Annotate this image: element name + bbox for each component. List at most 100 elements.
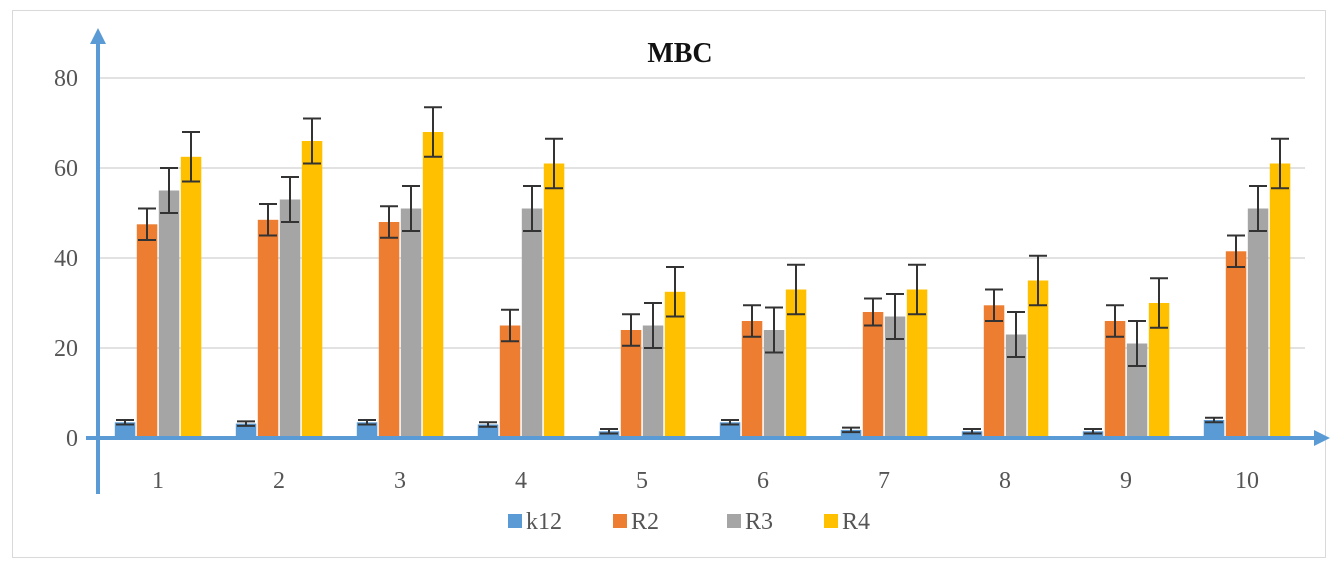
bar-r4-4 bbox=[543, 163, 565, 438]
error-bar-r3-2 bbox=[281, 176, 299, 223]
bar-r3-8 bbox=[1005, 334, 1027, 438]
bar-k12-9 bbox=[1082, 431, 1104, 439]
chart-title: MBC bbox=[647, 38, 712, 69]
legend-item-k12: k12 bbox=[508, 509, 562, 535]
error-bar-k12-2 bbox=[237, 420, 255, 427]
bar-r2-4 bbox=[499, 325, 521, 438]
bar-r2-2 bbox=[257, 219, 279, 439]
error-bar-r2-3 bbox=[380, 205, 398, 239]
chart-frame bbox=[12, 10, 1326, 558]
error-bar-r2-7 bbox=[864, 297, 882, 327]
y-tick-label: 0 bbox=[66, 426, 78, 452]
bar-r4-5 bbox=[664, 291, 686, 439]
bar-r4-3 bbox=[422, 132, 444, 438]
bar-r2-1 bbox=[136, 224, 158, 439]
error-bar-k12-6 bbox=[721, 419, 739, 426]
error-bar-k12-9 bbox=[1084, 428, 1102, 435]
y-tick-label: 80 bbox=[54, 66, 78, 92]
bar-r4-2 bbox=[301, 141, 323, 438]
error-bar-k12-1 bbox=[116, 419, 134, 426]
error-bar-r4-3 bbox=[424, 106, 442, 158]
x-tick-label: 5 bbox=[636, 468, 648, 494]
bar-r3-9 bbox=[1126, 343, 1148, 438]
bar-r3-7 bbox=[884, 316, 906, 438]
error-bar-r4-6 bbox=[787, 263, 805, 316]
legend-swatch bbox=[613, 514, 627, 528]
bar-k12-7 bbox=[840, 429, 862, 438]
legend-swatch bbox=[824, 514, 838, 528]
error-bar-r3-5 bbox=[644, 302, 662, 349]
bar-k12-4 bbox=[477, 424, 499, 438]
bar-r2-9 bbox=[1104, 321, 1126, 438]
bar-k12-2 bbox=[235, 423, 257, 438]
y-tick-label: 20 bbox=[54, 336, 78, 362]
error-bar-r3-8 bbox=[1007, 311, 1025, 358]
legend-item-r2: R2 bbox=[613, 509, 659, 535]
bar-series-group bbox=[114, 132, 1291, 439]
error-bar-r3-9 bbox=[1128, 320, 1146, 367]
error-bar-k12-8 bbox=[963, 428, 981, 435]
y-tick-labels: 0 20 40 60 80 bbox=[54, 66, 78, 452]
x-tick-labels: 1 2 3 4 5 6 7 8 9 10 bbox=[152, 468, 1259, 494]
bar-r3-1 bbox=[158, 190, 180, 438]
error-bar-r4-1 bbox=[182, 131, 200, 183]
bar-r3-4 bbox=[521, 208, 543, 438]
bar-r2-3 bbox=[378, 222, 400, 438]
error-bar-r4-8 bbox=[1029, 254, 1047, 307]
bar-r4-1 bbox=[180, 156, 202, 439]
error-bar-r2-5 bbox=[622, 313, 640, 347]
bar-k12-1 bbox=[114, 422, 136, 439]
legend-item-r3: R3 bbox=[727, 509, 773, 535]
bar-r4-10 bbox=[1269, 163, 1291, 438]
x-tick-label: 10 bbox=[1235, 468, 1259, 494]
error-bar-r2-9 bbox=[1106, 304, 1124, 338]
bar-k12-5 bbox=[598, 431, 620, 439]
legend-label: k12 bbox=[526, 509, 562, 535]
bar-r4-7 bbox=[906, 289, 928, 438]
legend-label: R2 bbox=[631, 509, 659, 535]
bar-r2-10 bbox=[1225, 251, 1247, 439]
error-bar-k12-7 bbox=[842, 426, 860, 434]
x-tick-label: 6 bbox=[757, 468, 769, 494]
bar-r2-7 bbox=[862, 312, 884, 438]
error-bar-r2-10 bbox=[1227, 234, 1245, 268]
x-tick-label: 4 bbox=[515, 468, 527, 494]
y-tick-label: 40 bbox=[54, 246, 78, 272]
x-tick-label: 1 bbox=[152, 468, 164, 494]
bar-r3-10 bbox=[1247, 208, 1269, 438]
bar-k12-8 bbox=[961, 431, 983, 439]
bar-r3-5 bbox=[642, 325, 664, 438]
x-tick-label: 3 bbox=[394, 468, 406, 494]
error-bar-r3-6 bbox=[765, 306, 783, 354]
bar-r4-9 bbox=[1148, 303, 1170, 438]
axes bbox=[86, 28, 1330, 494]
error-bar-k12-3 bbox=[358, 419, 376, 426]
legend-swatch bbox=[508, 514, 522, 528]
bar-k12-3 bbox=[356, 422, 378, 439]
error-bar-r3-1 bbox=[160, 167, 178, 214]
error-bar-r3-3 bbox=[402, 185, 420, 232]
error-bar-r2-2 bbox=[259, 203, 277, 237]
x-tick-label: 2 bbox=[273, 468, 285, 494]
bar-r3-3 bbox=[400, 208, 422, 438]
error-bar-r3-4 bbox=[523, 185, 541, 232]
error-bar-r2-8 bbox=[985, 288, 1003, 322]
error-bar-r4-9 bbox=[1150, 277, 1168, 329]
legend-label: R3 bbox=[745, 509, 773, 535]
error-bar-r4-10 bbox=[1271, 137, 1289, 190]
error-bar-r2-6 bbox=[743, 304, 761, 338]
x-tick-label: 7 bbox=[878, 468, 890, 494]
bar-k12-10 bbox=[1203, 420, 1225, 438]
y-tick-label: 60 bbox=[54, 156, 78, 182]
error-bar-r4-2 bbox=[303, 117, 321, 165]
legend-label: R4 bbox=[842, 509, 870, 535]
error-bar-r4-4 bbox=[545, 137, 563, 190]
error-bar-r4-5 bbox=[666, 266, 684, 318]
bar-r4-6 bbox=[785, 289, 807, 438]
legend-swatch bbox=[727, 514, 741, 528]
bar-r4-8 bbox=[1027, 280, 1049, 438]
error-bar-k12-5 bbox=[600, 428, 618, 435]
error-bar-r3-7 bbox=[886, 293, 904, 340]
bar-r2-8 bbox=[983, 305, 1005, 439]
